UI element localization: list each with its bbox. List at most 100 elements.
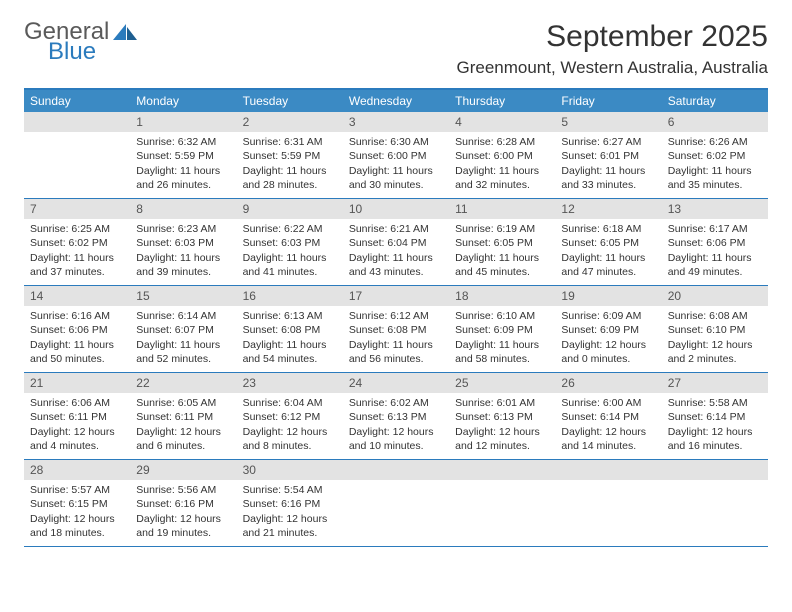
day-number: 20 xyxy=(662,286,768,306)
day-body: Sunrise: 5:58 AMSunset: 6:14 PMDaylight:… xyxy=(662,393,768,459)
day-body: Sunrise: 6:13 AMSunset: 6:08 PMDaylight:… xyxy=(237,306,343,372)
day-cell: 15Sunrise: 6:14 AMSunset: 6:07 PMDayligh… xyxy=(130,286,236,372)
day-number: 18 xyxy=(449,286,555,306)
day-number: 5 xyxy=(555,112,661,132)
sunset-text: Sunset: 6:02 PM xyxy=(30,236,124,250)
day-number xyxy=(449,460,555,480)
day-number: 14 xyxy=(24,286,130,306)
day-cell: 29Sunrise: 5:56 AMSunset: 6:16 PMDayligh… xyxy=(130,460,236,546)
sunset-text: Sunset: 6:02 PM xyxy=(668,149,762,163)
weekday-header: Monday xyxy=(130,90,236,112)
logo-word-blue: Blue xyxy=(48,40,109,64)
sunset-text: Sunset: 6:06 PM xyxy=(30,323,124,337)
day-body: Sunrise: 6:27 AMSunset: 6:01 PMDaylight:… xyxy=(555,132,661,198)
daylight-text: Daylight: 12 hours and 21 minutes. xyxy=(243,512,337,540)
day-body: Sunrise: 6:23 AMSunset: 6:03 PMDaylight:… xyxy=(130,219,236,285)
sunset-text: Sunset: 6:14 PM xyxy=(668,410,762,424)
sunrise-text: Sunrise: 6:26 AM xyxy=(668,135,762,149)
sunrise-text: Sunrise: 6:16 AM xyxy=(30,309,124,323)
daylight-text: Daylight: 11 hours and 43 minutes. xyxy=(349,251,443,279)
calendar: Sunday Monday Tuesday Wednesday Thursday… xyxy=(24,88,768,547)
sunrise-text: Sunrise: 6:21 AM xyxy=(349,222,443,236)
week-row: 1Sunrise: 6:32 AMSunset: 5:59 PMDaylight… xyxy=(24,112,768,199)
sunset-text: Sunset: 6:16 PM xyxy=(243,497,337,511)
day-number: 23 xyxy=(237,373,343,393)
sunset-text: Sunset: 6:11 PM xyxy=(30,410,124,424)
sunrise-text: Sunrise: 6:27 AM xyxy=(561,135,655,149)
month-title: September 2025 xyxy=(456,20,768,54)
sunset-text: Sunset: 6:13 PM xyxy=(455,410,549,424)
day-number: 22 xyxy=(130,373,236,393)
day-cell: 20Sunrise: 6:08 AMSunset: 6:10 PMDayligh… xyxy=(662,286,768,372)
logo: General Blue xyxy=(24,20,139,64)
day-number: 2 xyxy=(237,112,343,132)
day-cell: 17Sunrise: 6:12 AMSunset: 6:08 PMDayligh… xyxy=(343,286,449,372)
day-body: Sunrise: 6:00 AMSunset: 6:14 PMDaylight:… xyxy=(555,393,661,459)
day-body: Sunrise: 6:01 AMSunset: 6:13 PMDaylight:… xyxy=(449,393,555,459)
day-cell: 4Sunrise: 6:28 AMSunset: 6:00 PMDaylight… xyxy=(449,112,555,198)
day-body: Sunrise: 6:08 AMSunset: 6:10 PMDaylight:… xyxy=(662,306,768,372)
day-cell: 9Sunrise: 6:22 AMSunset: 6:03 PMDaylight… xyxy=(237,199,343,285)
sunrise-text: Sunrise: 6:19 AM xyxy=(455,222,549,236)
day-number: 24 xyxy=(343,373,449,393)
day-body: Sunrise: 6:25 AMSunset: 6:02 PMDaylight:… xyxy=(24,219,130,285)
daylight-text: Daylight: 12 hours and 14 minutes. xyxy=(561,425,655,453)
sunrise-text: Sunrise: 6:14 AM xyxy=(136,309,230,323)
daylight-text: Daylight: 12 hours and 0 minutes. xyxy=(561,338,655,366)
day-cell: 8Sunrise: 6:23 AMSunset: 6:03 PMDaylight… xyxy=(130,199,236,285)
day-number: 9 xyxy=(237,199,343,219)
sunset-text: Sunset: 6:06 PM xyxy=(668,236,762,250)
day-cell: 14Sunrise: 6:16 AMSunset: 6:06 PMDayligh… xyxy=(24,286,130,372)
sunset-text: Sunset: 6:15 PM xyxy=(30,497,124,511)
day-cell: 12Sunrise: 6:18 AMSunset: 6:05 PMDayligh… xyxy=(555,199,661,285)
daylight-text: Daylight: 11 hours and 45 minutes. xyxy=(455,251,549,279)
sunset-text: Sunset: 6:03 PM xyxy=(243,236,337,250)
daylight-text: Daylight: 11 hours and 58 minutes. xyxy=(455,338,549,366)
day-cell: 27Sunrise: 5:58 AMSunset: 6:14 PMDayligh… xyxy=(662,373,768,459)
sunset-text: Sunset: 6:00 PM xyxy=(455,149,549,163)
sunset-text: Sunset: 6:08 PM xyxy=(349,323,443,337)
sunrise-text: Sunrise: 6:12 AM xyxy=(349,309,443,323)
sunrise-text: Sunrise: 6:23 AM xyxy=(136,222,230,236)
day-number xyxy=(24,112,130,132)
logo-text: General Blue xyxy=(24,20,109,64)
sunset-text: Sunset: 6:14 PM xyxy=(561,410,655,424)
sunrise-text: Sunrise: 5:56 AM xyxy=(136,483,230,497)
sunset-text: Sunset: 5:59 PM xyxy=(243,149,337,163)
sunrise-text: Sunrise: 6:02 AM xyxy=(349,396,443,410)
daylight-text: Daylight: 11 hours and 41 minutes. xyxy=(243,251,337,279)
sunset-text: Sunset: 6:10 PM xyxy=(668,323,762,337)
daylight-text: Daylight: 12 hours and 6 minutes. xyxy=(136,425,230,453)
sunset-text: Sunset: 6:11 PM xyxy=(136,410,230,424)
day-number: 10 xyxy=(343,199,449,219)
day-body: Sunrise: 6:02 AMSunset: 6:13 PMDaylight:… xyxy=(343,393,449,459)
day-body: Sunrise: 5:54 AMSunset: 6:16 PMDaylight:… xyxy=(237,480,343,546)
sunrise-text: Sunrise: 6:28 AM xyxy=(455,135,549,149)
day-cell: 19Sunrise: 6:09 AMSunset: 6:09 PMDayligh… xyxy=(555,286,661,372)
title-block: September 2025 Greenmount, Western Austr… xyxy=(456,20,768,78)
daylight-text: Daylight: 11 hours and 35 minutes. xyxy=(668,164,762,192)
day-number: 26 xyxy=(555,373,661,393)
sunset-text: Sunset: 6:00 PM xyxy=(349,149,443,163)
sunset-text: Sunset: 5:59 PM xyxy=(136,149,230,163)
day-cell: 6 Sunrise: 6:26 AMSunset: 6:02 PMDaylight… xyxy=(662,112,768,198)
sunrise-text: Sunrise: 6:08 AM xyxy=(668,309,762,323)
daylight-text: Daylight: 12 hours and 19 minutes. xyxy=(136,512,230,540)
sunrise-text: Sunrise: 6:06 AM xyxy=(30,396,124,410)
sunset-text: Sunset: 6:12 PM xyxy=(243,410,337,424)
day-cell: 25Sunrise: 6:01 AMSunset: 6:13 PMDayligh… xyxy=(449,373,555,459)
weekday-header: Saturday xyxy=(662,90,768,112)
week-row: 21Sunrise: 6:06 AMSunset: 6:11 PMDayligh… xyxy=(24,373,768,460)
daylight-text: Daylight: 12 hours and 18 minutes. xyxy=(30,512,124,540)
sunrise-text: Sunrise: 6:18 AM xyxy=(561,222,655,236)
day-body: Sunrise: 6:28 AMSunset: 6:00 PMDaylight:… xyxy=(449,132,555,198)
day-number: 12 xyxy=(555,199,661,219)
day-number: 6 xyxy=(662,112,768,132)
day-body: Sunrise: 6:19 AMSunset: 6:05 PMDaylight:… xyxy=(449,219,555,285)
weekday-header: Tuesday xyxy=(237,90,343,112)
day-cell: 10Sunrise: 6:21 AMSunset: 6:04 PMDayligh… xyxy=(343,199,449,285)
daylight-text: Daylight: 11 hours and 56 minutes. xyxy=(349,338,443,366)
day-cell xyxy=(662,460,768,546)
day-cell xyxy=(449,460,555,546)
daylight-text: Daylight: 12 hours and 16 minutes. xyxy=(668,425,762,453)
